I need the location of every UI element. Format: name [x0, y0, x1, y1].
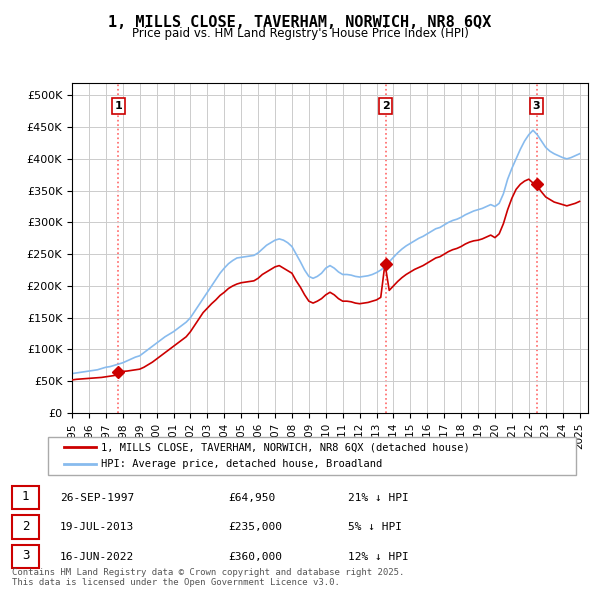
Text: Price paid vs. HM Land Registry's House Price Index (HPI): Price paid vs. HM Land Registry's House …: [131, 27, 469, 40]
Text: 3: 3: [22, 549, 29, 562]
Text: 2: 2: [382, 101, 390, 111]
Text: 1: 1: [115, 101, 122, 111]
FancyBboxPatch shape: [12, 486, 39, 509]
FancyBboxPatch shape: [48, 437, 576, 475]
Text: 2: 2: [22, 520, 29, 533]
Text: 19-JUL-2013: 19-JUL-2013: [60, 523, 134, 532]
Text: 1, MILLS CLOSE, TAVERHAM, NORWICH, NR8 6QX (detached house): 1, MILLS CLOSE, TAVERHAM, NORWICH, NR8 6…: [101, 442, 470, 453]
Text: 21% ↓ HPI: 21% ↓ HPI: [348, 493, 409, 503]
Text: £235,000: £235,000: [228, 523, 282, 532]
Text: 26-SEP-1997: 26-SEP-1997: [60, 493, 134, 503]
Text: 1: 1: [22, 490, 29, 503]
Text: 16-JUN-2022: 16-JUN-2022: [60, 552, 134, 562]
Text: HPI: Average price, detached house, Broadland: HPI: Average price, detached house, Broa…: [101, 459, 382, 469]
Text: £64,950: £64,950: [228, 493, 275, 503]
Text: 1, MILLS CLOSE, TAVERHAM, NORWICH, NR8 6QX: 1, MILLS CLOSE, TAVERHAM, NORWICH, NR8 6…: [109, 15, 491, 30]
Text: £360,000: £360,000: [228, 552, 282, 562]
Text: 5% ↓ HPI: 5% ↓ HPI: [348, 523, 402, 532]
FancyBboxPatch shape: [12, 545, 39, 568]
Text: 12% ↓ HPI: 12% ↓ HPI: [348, 552, 409, 562]
FancyBboxPatch shape: [12, 515, 39, 539]
Text: 3: 3: [533, 101, 541, 111]
Text: Contains HM Land Registry data © Crown copyright and database right 2025.
This d: Contains HM Land Registry data © Crown c…: [12, 568, 404, 587]
